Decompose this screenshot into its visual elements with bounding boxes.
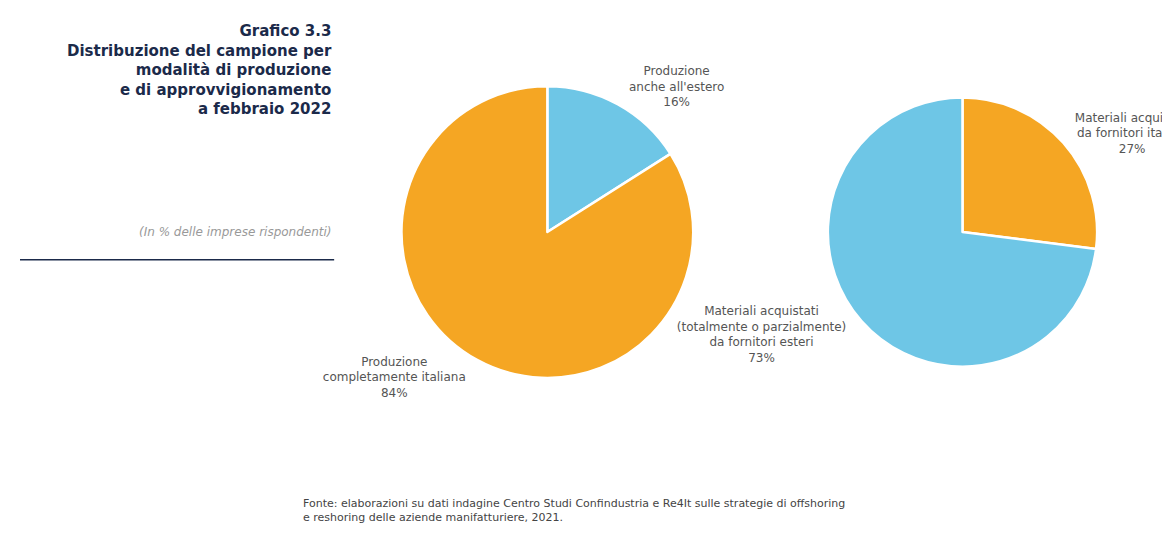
- svg-text:Fonte: elaborazioni su dati in: Fonte: elaborazioni su dati indagine Cen…: [303, 497, 845, 524]
- svg-text:Materiali acquistatida fornito: Materiali acquistatida fornitori italian…: [1075, 111, 1162, 156]
- svg-text:Produzionecompletamente italia: Produzionecompletamente italiana84%: [323, 355, 466, 400]
- svg-text:Produzioneanche all'estero16%: Produzioneanche all'estero16%: [629, 64, 724, 109]
- svg-text:(In % delle imprese rispondent: (In % delle imprese rispondenti): [139, 225, 332, 239]
- svg-text:Grafico 3.3Distribuzione del c: Grafico 3.3Distribuzione del campione pe…: [67, 22, 332, 118]
- svg-text:Materiali acquistati(totalment: Materiali acquistati(totalmente o parzia…: [677, 304, 847, 365]
